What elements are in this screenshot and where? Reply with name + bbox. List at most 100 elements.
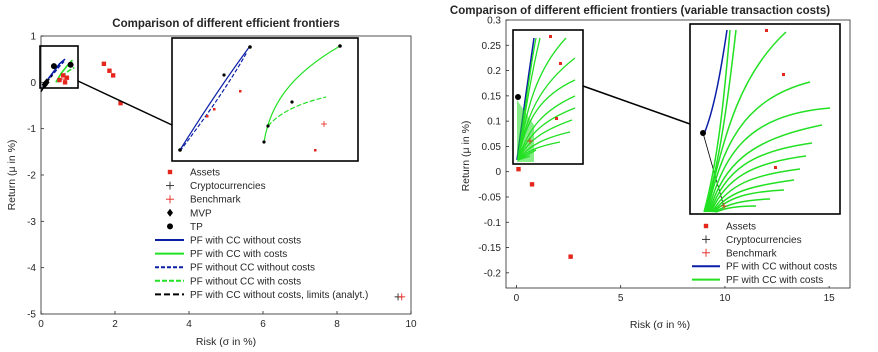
chart-left-x-label: Risk (σ in %) [196, 336, 256, 348]
legend-swatch [167, 208, 173, 217]
chart-right-y-label: Return (μ in %) [460, 121, 472, 192]
asset-marker [57, 77, 62, 83]
chart-right-axes-box [505, 19, 851, 289]
x-tick-label: 10 [405, 319, 417, 330]
y-tick-label: 0.25 [482, 41, 502, 52]
y-tick-label: -5 [27, 310, 36, 321]
chart-right-zoom-connector [582, 85, 691, 125]
x-tick-label: 2 [112, 319, 118, 330]
inset-mvp-marker [222, 73, 226, 77]
chart-left-inset [171, 37, 359, 162]
legend-label: TP [190, 222, 203, 233]
legend-label: PF with CC without costs [726, 262, 837, 273]
chart-left-x-ticks: 0 2 4 6 8 10 [38, 311, 417, 330]
y-tick-label: -3 [27, 217, 36, 228]
chart-right-zoom-source [512, 29, 584, 165]
inset-asset-marker [782, 73, 785, 76]
y-tick-label: -0.2 [484, 268, 502, 279]
legend-label: PF with CC without costs, limits (analyt… [190, 290, 368, 301]
source-asset-marker [559, 62, 562, 65]
asset-marker [516, 166, 521, 172]
chart-left: Comparison of different efficient fronti… [6, 18, 417, 348]
legend-swatch [702, 235, 710, 244]
chart-right-legend: Assets Cryptocurrencies Benchmark PF with C… [686, 218, 848, 286]
x-tick-label: 10 [719, 293, 731, 304]
inset-mvp-marker [266, 124, 270, 128]
legend-swatch [702, 248, 710, 257]
asset-marker [107, 68, 112, 73]
asset-marker [101, 61, 107, 66]
inset-pf-without-cc-with-costs [267, 96, 327, 127]
inset-asset-marker [774, 166, 777, 169]
mvp-marker [43, 78, 50, 87]
y-tick-label: -2 [27, 171, 36, 182]
asset-marker [118, 100, 123, 106]
inset-tp-marker [248, 45, 252, 49]
inset-asset-marker [765, 29, 768, 32]
inset-asset-marker [206, 115, 209, 118]
chart-left-zoom-source-box [39, 45, 79, 89]
benchmark-marker [61, 75, 69, 83]
legend-swatch [703, 223, 709, 229]
inset-pf-with-cc-without-costs [179, 45, 251, 151]
asset-marker [64, 75, 70, 80]
legend-label: Benchmark [726, 248, 778, 259]
chart-left-legend: Assets Cryptocurrencies Benchmark MVP TP PF w… [146, 163, 392, 305]
y-tick-label: 0.05 [482, 142, 502, 153]
inset-asset-marker [239, 90, 242, 93]
x-tick-label: 4 [186, 319, 192, 330]
chart-right-inset [689, 23, 841, 215]
asset-marker [110, 73, 116, 78]
x-tick-label: 0 [514, 293, 520, 304]
x-tick-label: 5 [618, 293, 624, 304]
y-tick-label: -0.05 [478, 192, 501, 203]
legend-label: Assets [726, 222, 756, 233]
x-tick-label: 8 [334, 319, 340, 330]
legend-label: Cryptocurrencies [190, 181, 266, 192]
y-tick-label: 0 [30, 78, 36, 89]
asset-marker [61, 73, 66, 78]
source-asset-marker [555, 117, 558, 120]
y-tick-label: 1 [30, 32, 36, 43]
chart-right: Comparison of different efficient fronti… [450, 5, 851, 331]
y-tick-label: 0 [495, 167, 501, 178]
chart-right-x-label: Risk (σ in %) [630, 319, 690, 331]
legend-label: PF with CC with costs [726, 275, 823, 286]
legend-background [686, 218, 848, 286]
source-benchmark-marker [527, 138, 533, 144]
y-tick-label: -4 [27, 263, 36, 274]
inset-mvp-marker [178, 148, 182, 152]
legend-background [146, 163, 392, 305]
legend-label: PF without CC without costs [190, 263, 315, 274]
inset-tp-marker [700, 130, 706, 136]
asset-marker [529, 182, 535, 187]
legend-swatch [166, 195, 174, 204]
x-tick-label: 6 [260, 319, 266, 330]
tp-marker [50, 63, 57, 70]
tp-marker [67, 61, 74, 68]
source-fill-region [517, 100, 534, 162]
y-tick-label: -0.15 [478, 243, 501, 254]
y-tick-label: 0.2 [487, 66, 501, 77]
chart-left-y-label: Return (μ in %) [6, 140, 18, 211]
inset-tp-marker [338, 44, 342, 48]
inset-asset-marker [314, 149, 317, 152]
inset-benchmark-marker [721, 203, 727, 209]
chart-right-y-ticks: -0.2 -0.15 -0.1 -0.05 0 0.05 0.1 0.15 0.2 0.25 0.3 [478, 16, 509, 279]
inset-pf-with-cc-with-costs [263, 45, 341, 143]
y-tick-label: 0.1 [487, 117, 501, 128]
legend-swatch [167, 169, 173, 175]
x-tick-label: 15 [824, 293, 836, 304]
inset-mvp-marker [262, 140, 266, 144]
asset-marker [568, 254, 573, 259]
source-asset-marker [549, 35, 552, 38]
legend-label: PF with CC with costs [190, 249, 287, 260]
chart-right-title: Comparison of different efficient fronti… [450, 5, 830, 17]
legend-label: PF with CC without costs [190, 236, 301, 247]
legend-label: PF without CC with costs [190, 276, 301, 287]
inset-benchmark-marker [321, 121, 327, 127]
legend-label: Benchmark [190, 195, 242, 206]
chart-left-title: Comparison of different efficient fronti… [112, 18, 339, 30]
legend-label: Cryptocurrencies [726, 235, 802, 246]
